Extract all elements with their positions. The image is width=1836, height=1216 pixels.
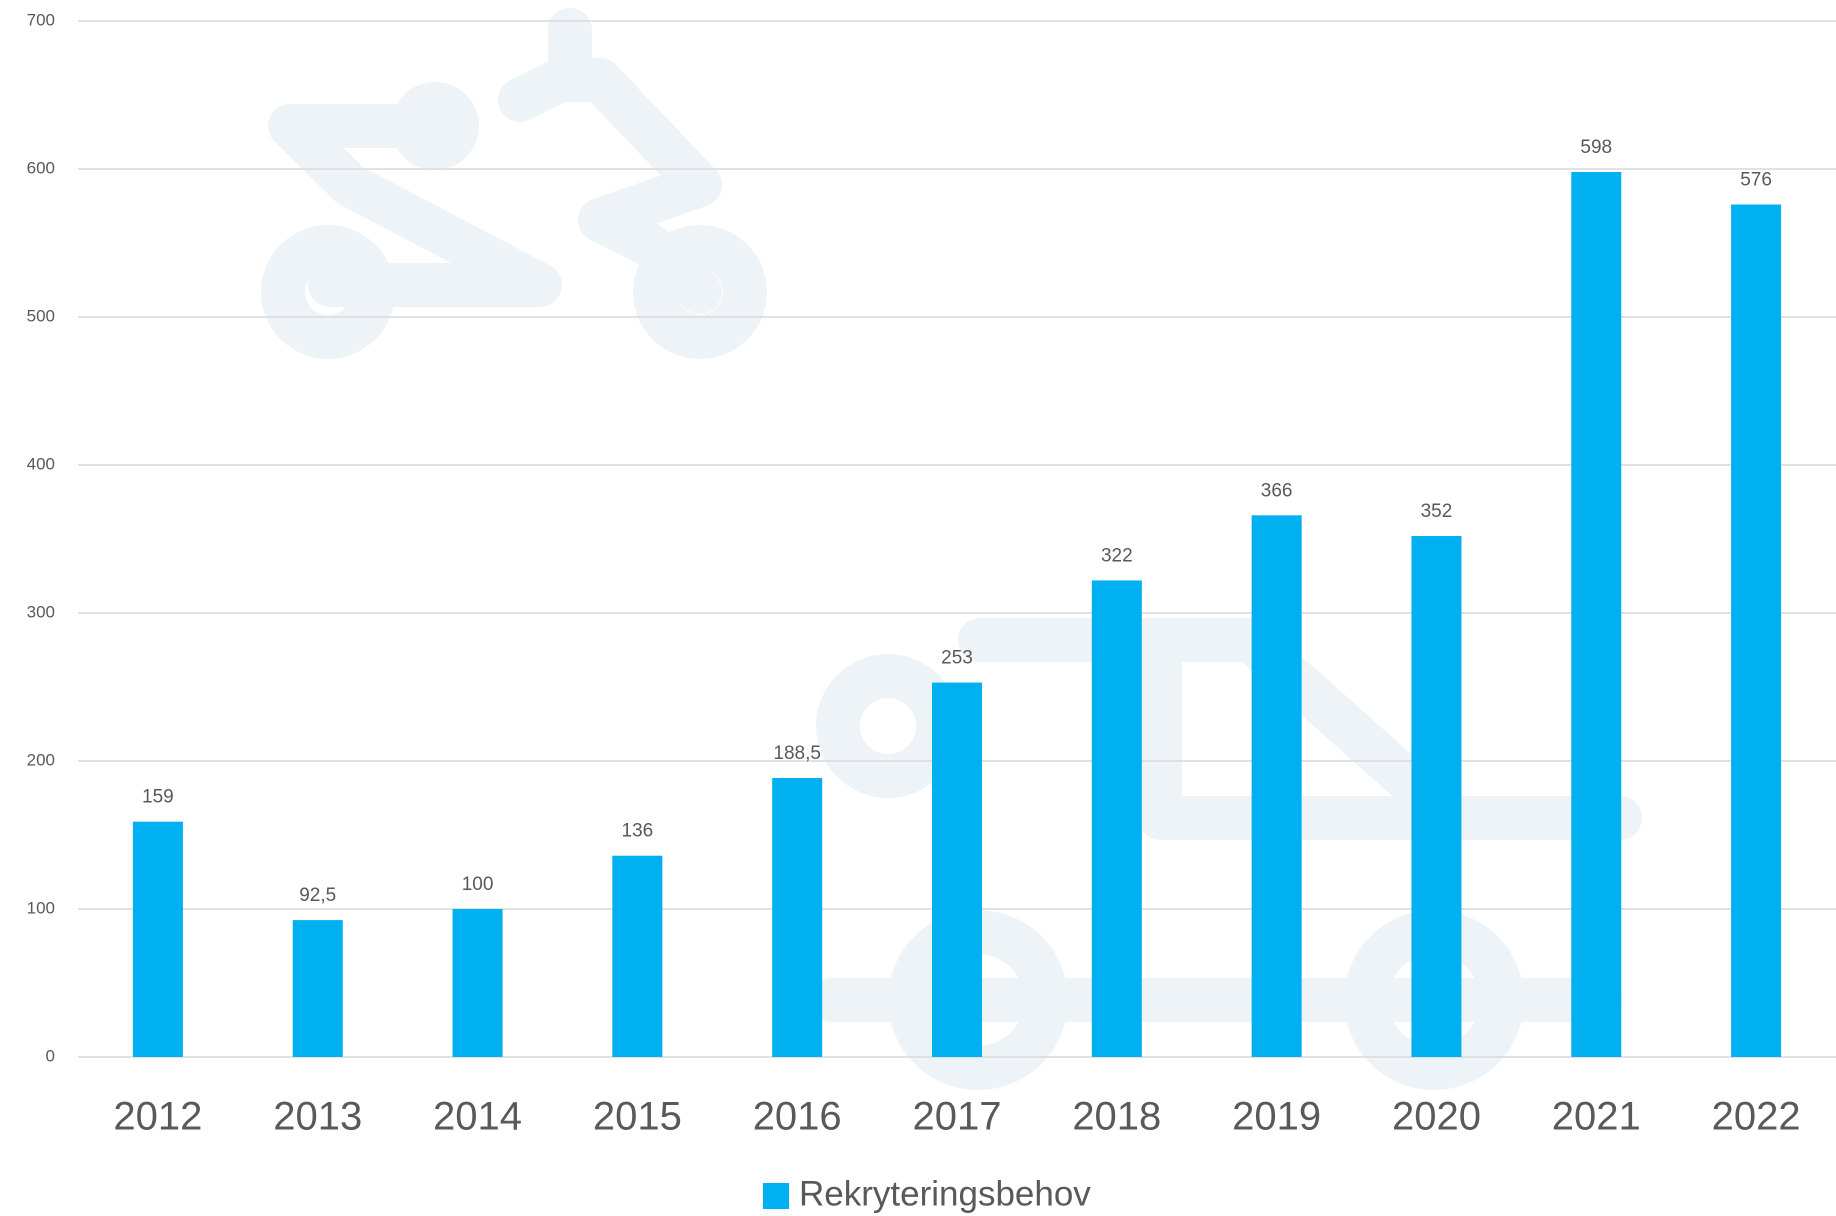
data-label: 253 [941, 648, 973, 669]
bar [612, 855, 663, 1057]
y-tick-label: 600 [27, 158, 55, 177]
bar [932, 682, 982, 1057]
x-tick-label: 2019 [1232, 1095, 1321, 1139]
y-tick-label: 0 [46, 1046, 55, 1065]
data-label: 159 [142, 787, 174, 808]
data-label: 576 [1740, 170, 1772, 191]
x-tick-label: 2013 [273, 1095, 362, 1139]
bar [1411, 536, 1462, 1057]
bar [1091, 580, 1142, 1057]
bar [1731, 204, 1782, 1057]
bar [452, 909, 503, 1057]
data-label: 322 [1101, 545, 1133, 566]
bar [1251, 515, 1302, 1057]
x-tick-label: 2021 [1552, 1095, 1641, 1139]
bar [1571, 171, 1622, 1057]
data-label: 352 [1421, 501, 1453, 522]
x-tick-label: 2017 [913, 1095, 1002, 1139]
y-tick-label: 700 [27, 10, 55, 29]
x-tick-label: 2012 [113, 1095, 202, 1139]
y-tick-label: 400 [27, 454, 55, 473]
x-tick-label: 2018 [1072, 1095, 1161, 1139]
x-tick-label: 2015 [593, 1095, 682, 1139]
bar [772, 778, 823, 1057]
bar [292, 920, 343, 1057]
data-label: 188,5 [773, 743, 821, 764]
data-label: 366 [1261, 480, 1293, 501]
y-tick-label: 300 [27, 602, 55, 621]
y-tick-label: 100 [27, 898, 55, 917]
x-tick-label: 2016 [753, 1095, 842, 1139]
bar [132, 821, 183, 1057]
data-label: 598 [1580, 137, 1612, 158]
legend-swatch [763, 1183, 789, 1209]
y-tick-label: 500 [27, 306, 55, 325]
data-label: 92,5 [299, 885, 336, 906]
x-tick-label: 2022 [1712, 1095, 1801, 1139]
x-tick-label: 2014 [433, 1095, 522, 1139]
data-label: 100 [462, 874, 494, 895]
legend-label: Rekryteringsbehov [799, 1174, 1091, 1213]
x-tick-label: 2020 [1392, 1095, 1481, 1139]
y-tick-label: 200 [27, 750, 55, 769]
data-label: 136 [622, 821, 654, 842]
